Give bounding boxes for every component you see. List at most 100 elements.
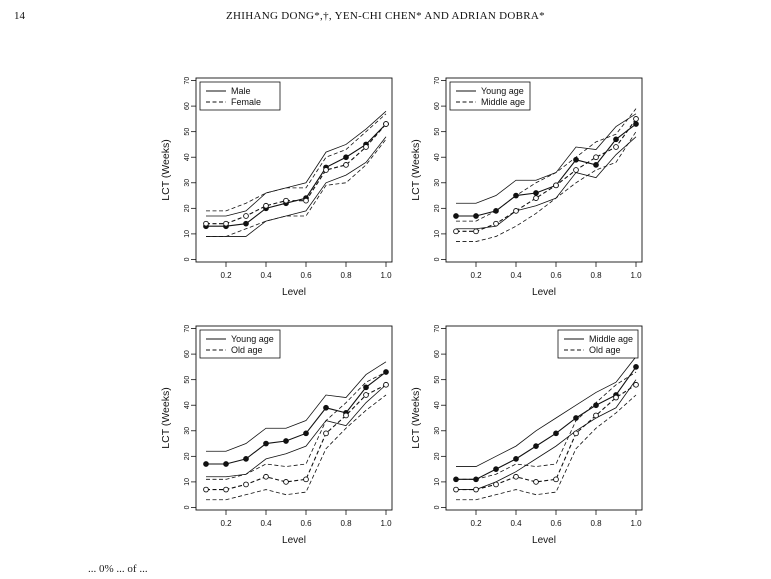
chart2-series1-center-line <box>206 384 387 491</box>
chart1-series1-point <box>573 167 579 173</box>
chart1-series0-point <box>473 213 479 219</box>
chart3-x-tick-label: 0.4 <box>510 519 522 528</box>
chart3-series0-point <box>593 402 599 409</box>
chart3-y-tick-label: 0 <box>434 505 441 509</box>
chart3-series1-lower-line <box>456 394 637 501</box>
chart2-y-tick-label: 0 <box>184 505 191 509</box>
chart0-y-tick-label: 0 <box>184 257 191 261</box>
chart3-y-tick-label: 70 <box>434 325 441 333</box>
chart2-y-tick-label: 40 <box>184 401 191 409</box>
chart2-legend-label: Young age <box>231 334 274 344</box>
chart3-series0-point <box>573 415 579 421</box>
chart1-series1-point <box>533 195 539 201</box>
chart1-x-tick-label: 0.2 <box>470 271 482 280</box>
chart0-series1-lower-line <box>206 139 387 237</box>
chart3-series1-point <box>533 479 539 485</box>
chart0-series1-point <box>243 213 249 219</box>
chart1-x-axis-label: Level <box>532 287 556 298</box>
page-number: 14 <box>14 10 25 22</box>
chart2-y-tick-label: 60 <box>184 350 191 358</box>
chart3-series1-point <box>613 394 619 401</box>
chart2-x-tick-label: 0.6 <box>300 519 312 528</box>
chart3-series1-point <box>553 476 559 483</box>
chart0-series0-center-line <box>206 123 387 227</box>
chart1-series1-upper-line <box>456 108 637 222</box>
chart1-y-axis-label: LCT (Weeks) <box>410 139 422 200</box>
chart0-series1-point <box>263 202 269 209</box>
chart3-series1-point <box>593 412 599 419</box>
chart2-series0-upper-line <box>206 361 387 452</box>
chart3-y-tick-label: 10 <box>434 478 441 486</box>
chart0-series0-lower-line <box>206 136 387 237</box>
chart3-y-tick-label: 20 <box>434 452 441 460</box>
chart3-series1-point <box>473 486 479 493</box>
chart3-series1-center-line <box>456 384 637 491</box>
chart2-series1-point <box>383 381 389 388</box>
chart3-y-axis-label: LCT (Weeks) <box>410 387 422 448</box>
chart3-legend-box <box>557 329 639 359</box>
chart0-series1-point <box>323 167 329 173</box>
chart2-series1-point <box>343 412 349 419</box>
chart2-series1-point <box>303 476 309 483</box>
chart0-legend-label: Male <box>231 86 251 96</box>
chart0-y-axis-label: LCT (Weeks) <box>160 139 172 200</box>
chart0-y-tick-label: 10 <box>184 230 191 238</box>
chart-svg-gender: 0.2 0.4 0.6 0.8 1.0 0 10 20 30 40 50 60 70 Level LCT (… <box>160 77 393 298</box>
chart0-y-tick-label: 60 <box>184 102 191 110</box>
chart0-x-tick-label: 0.6 <box>300 271 312 280</box>
chart1-series1-point <box>553 182 559 189</box>
chart0-series1-point <box>303 197 309 204</box>
chart1-x-tick-label: 0.8 <box>590 271 602 280</box>
chart0-series1-point <box>203 220 209 227</box>
chart0-y-tick-label: 70 <box>184 77 191 85</box>
chart2-y-tick-label: 10 <box>184 478 191 486</box>
chart1-y-tick-label: 0 <box>434 257 441 261</box>
chart1-plot-frame <box>445 77 643 263</box>
chart3-x-tick-label: 1.0 <box>630 519 642 528</box>
chart-panel-young-vs-middle: 0.2 0.4 0.6 0.8 1.0 0 10 20 30 40 50 60 70 Level LCT (… <box>390 66 690 312</box>
chart1-series1-point <box>633 116 639 122</box>
chart3-y-tick-label: 30 <box>434 427 441 435</box>
chart0-series1-center-line <box>206 123 387 225</box>
figure-caption-fragment: ... 0% ... of ... <box>88 563 148 575</box>
chart1-y-tick-label: 20 <box>434 204 441 212</box>
chart2-y-tick-label: 30 <box>184 427 191 435</box>
chart3-series1-point <box>573 430 579 437</box>
chart2-legend-label: Old age <box>231 345 263 355</box>
chart2-series1-point <box>243 481 249 488</box>
chart3-series0-point <box>493 466 499 472</box>
chart-panel-gender: 0.2 0.4 0.6 0.8 1.0 0 10 20 30 40 50 60 70 Level LCT (… <box>140 66 440 312</box>
chart1-legend-box <box>449 81 531 111</box>
chart-panel-young-vs-old: 0.2 0.4 0.6 0.8 1.0 0 10 20 30 40 50 60 70 Level LCT (… <box>140 314 440 560</box>
chart0-series0-point <box>343 154 349 161</box>
chart1-series1-point <box>493 220 499 227</box>
chart0-x-axis-label: Level <box>282 287 306 298</box>
chart2-x-tick-label: 0.4 <box>260 519 272 528</box>
chart-svg-young-vs-old: 0.2 0.4 0.6 0.8 1.0 0 10 20 30 40 50 60 70 Level LCT (… <box>160 325 393 546</box>
chart2-y-tick-label: 50 <box>184 376 191 384</box>
chart3-series0-point <box>633 364 639 370</box>
chart-svg-middle-vs-old: 0.2 0.4 0.6 0.8 1.0 0 10 20 30 40 50 60 70 Level LCT (… <box>410 325 643 546</box>
chart1-series0-point <box>633 121 639 127</box>
chart0-legend-box <box>199 81 281 111</box>
chart0-y-tick-label: 30 <box>184 179 191 187</box>
chart1-y-tick-label: 70 <box>434 77 441 85</box>
chart2-series0-point <box>243 456 249 462</box>
chart2-y-tick-label: 20 <box>184 452 191 460</box>
chart2-series1-point <box>203 486 209 493</box>
chart1-legend-label: Young age <box>481 86 524 96</box>
chart0-plot-frame <box>195 77 393 263</box>
chart2-series0-point <box>363 384 369 391</box>
chart0-series1-point <box>343 162 349 168</box>
chart2-plot-frame <box>195 325 393 511</box>
chart0-series1-point <box>283 197 289 204</box>
chart3-legend-label: Middle age <box>589 334 633 344</box>
chart3-y-tick-label: 40 <box>434 401 441 409</box>
chart3-series0-point <box>513 456 519 462</box>
chart3-x-tick-label: 0.2 <box>470 519 482 528</box>
chart2-x-tick-label: 1.0 <box>380 519 392 528</box>
chart3-series0-point <box>533 443 539 449</box>
chart3-series0-upper-line <box>456 356 637 467</box>
chart3-series0-center-line <box>456 366 637 480</box>
chart2-x-tick-label: 0.2 <box>220 519 232 528</box>
